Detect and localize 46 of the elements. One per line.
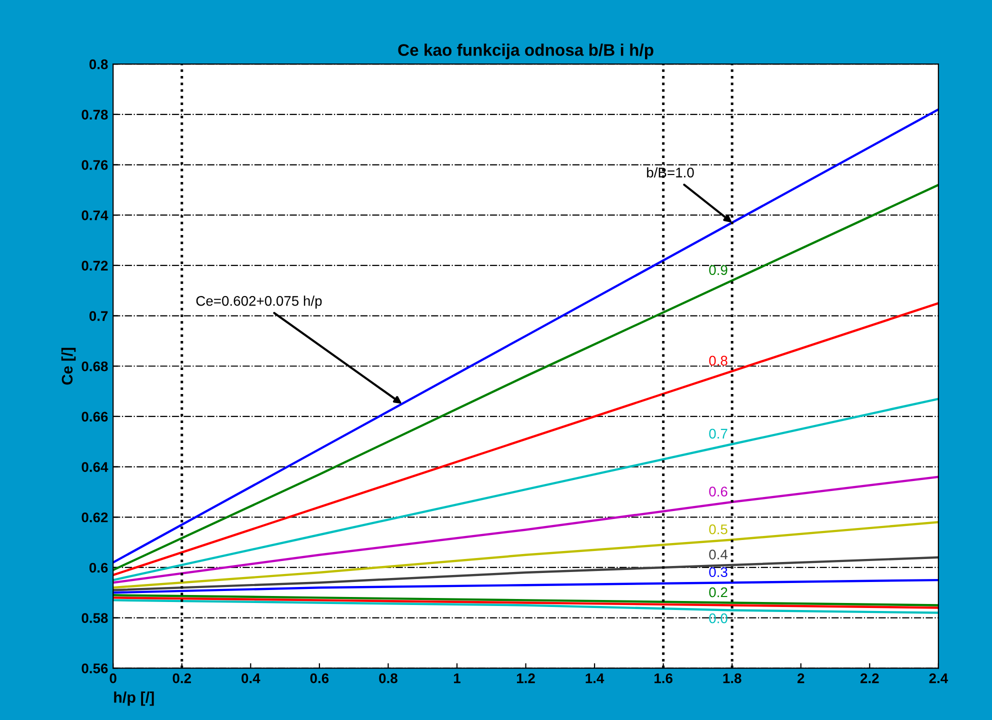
- series-label: 0.5: [709, 524, 728, 534]
- y-tick-label: 0.76: [82, 160, 108, 170]
- y-tick-label: 0.7: [89, 311, 108, 321]
- y-tick-label: 0.58: [82, 613, 108, 623]
- x-tick-label: 2: [797, 673, 804, 684]
- x-tick-label: 0.8: [379, 673, 398, 684]
- x-tick-label: 1.2: [516, 673, 535, 684]
- x-tick-label: 0.6: [310, 673, 329, 684]
- y-tick-label: 0.64: [82, 462, 108, 472]
- x-axis-title: h/p [/]: [114, 692, 154, 706]
- line-series: [113, 596, 938, 609]
- y-tick-label: 0.72: [82, 260, 108, 271]
- x-tick-label: 0.2: [172, 673, 191, 684]
- y-tick-label: 0.74: [82, 210, 108, 220]
- x-tick-label: 1: [454, 674, 460, 684]
- line-series: [113, 108, 938, 564]
- x-tick-label: 1.8: [723, 673, 742, 684]
- y-axis-title: Ce [/]: [61, 348, 76, 385]
- x-tick-label: 0.4: [242, 673, 260, 684]
- x-tick-label: 1.4: [586, 674, 604, 684]
- series-label: 0.4: [709, 550, 728, 560]
- line-series: [113, 599, 938, 614]
- annotation: b/B=1.0: [647, 167, 694, 178]
- series-label: 0.6: [709, 486, 728, 497]
- series-label: 0.3: [709, 567, 728, 578]
- series-label: 0.9: [709, 265, 728, 276]
- series-label: 0.7: [709, 428, 728, 439]
- line-series: [113, 521, 938, 589]
- y-tick-label: 0.8: [89, 59, 108, 70]
- x-tick-label: 0: [110, 673, 116, 684]
- y-tick-label: 0.62: [82, 512, 108, 522]
- y-tick-label: 0.66: [82, 412, 108, 422]
- y-tick-label: 0.56: [82, 663, 108, 674]
- x-tick-label: 2.4: [929, 673, 948, 684]
- y-tick-label: 0.6: [89, 562, 108, 573]
- chart-title: Ce kao funkcija odnosa b/B i h/p: [398, 44, 654, 60]
- series-label: 0.0: [709, 613, 728, 624]
- line-series: [113, 398, 938, 582]
- annotation: Ce=0.602+0.075 h/p: [196, 296, 322, 309]
- x-tick-label: 1.6: [654, 673, 672, 684]
- line-series: [113, 476, 938, 584]
- y-tick-label: 0.78: [82, 110, 108, 120]
- series-label: 0.8: [709, 356, 728, 366]
- y-tick-label: 0.68: [82, 361, 108, 372]
- x-tick-label: 2.2: [860, 673, 879, 684]
- series-label: 0.2: [709, 587, 728, 598]
